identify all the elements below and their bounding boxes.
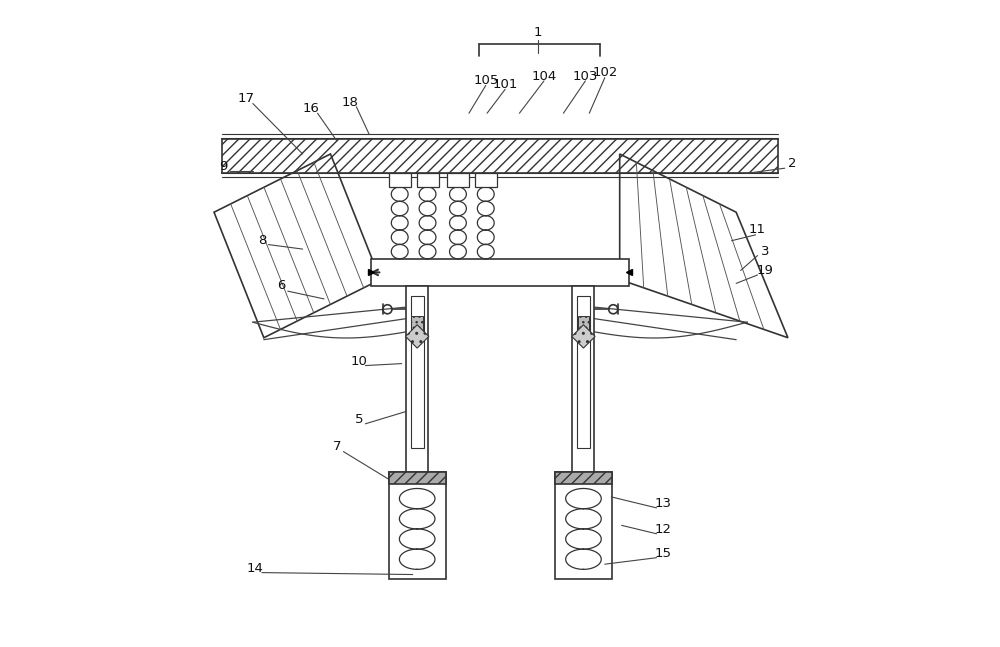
Text: 13: 13 — [655, 497, 672, 510]
Text: 5: 5 — [355, 413, 363, 426]
Bar — [577, 296, 590, 448]
Bar — [555, 472, 612, 484]
Bar — [411, 316, 423, 334]
Text: 1: 1 — [533, 26, 542, 39]
Text: 6: 6 — [277, 280, 286, 292]
Text: 14: 14 — [247, 562, 264, 575]
Bar — [371, 259, 629, 286]
Text: 10: 10 — [351, 355, 367, 367]
Text: 2: 2 — [788, 157, 797, 170]
Text: 103: 103 — [573, 70, 598, 83]
Text: 16: 16 — [303, 102, 320, 115]
Text: 104: 104 — [531, 70, 557, 83]
Text: 102: 102 — [592, 66, 618, 79]
Text: 3: 3 — [761, 245, 770, 258]
Text: 8: 8 — [258, 234, 266, 247]
Text: 105: 105 — [473, 74, 498, 87]
Bar — [389, 173, 411, 187]
Text: 11: 11 — [749, 223, 766, 236]
Polygon shape — [406, 325, 429, 348]
Bar — [406, 286, 428, 472]
Polygon shape — [572, 325, 595, 348]
Text: 7: 7 — [333, 440, 341, 453]
Text: 15: 15 — [655, 547, 672, 560]
Bar — [417, 173, 439, 187]
Bar — [389, 472, 446, 579]
Bar — [389, 472, 446, 484]
Bar — [572, 286, 594, 472]
Bar — [222, 139, 778, 173]
Text: 101: 101 — [492, 78, 518, 91]
Text: 9: 9 — [219, 160, 227, 173]
Text: 17: 17 — [238, 92, 255, 105]
Text: 19: 19 — [757, 264, 774, 277]
Bar — [411, 296, 424, 448]
Bar — [555, 472, 612, 579]
Bar — [578, 316, 589, 334]
Bar — [447, 173, 469, 187]
Text: 18: 18 — [341, 96, 358, 109]
Bar — [475, 173, 497, 187]
Text: 12: 12 — [655, 523, 672, 536]
